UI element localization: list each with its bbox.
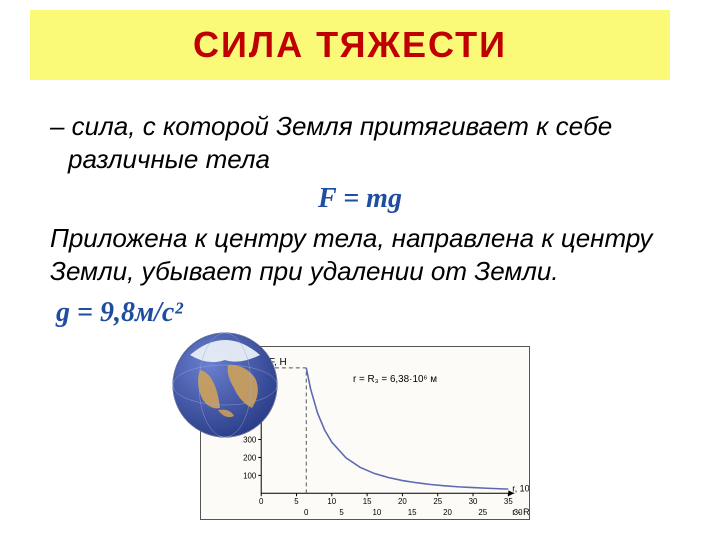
svg-text:0: 0 xyxy=(259,497,264,506)
svg-text:r, 10⁶ м: r, 10⁶ м xyxy=(512,483,529,493)
earth-globe-icon xyxy=(170,330,280,440)
g-constant-text: g = 9,8м/с² xyxy=(50,295,670,330)
svg-text:35: 35 xyxy=(504,497,513,506)
svg-text:10: 10 xyxy=(372,508,381,517)
body-text-block: – сила, с которой Земля притягивает к се… xyxy=(50,110,670,330)
svg-text:r - R₃, 10⁶ м: r - R₃, 10⁶ м xyxy=(512,507,529,517)
svg-text:r = R₃ = 6,38·10⁶ м: r = R₃ = 6,38·10⁶ м xyxy=(353,374,437,385)
formula-text: F = mg xyxy=(50,181,670,216)
svg-text:30: 30 xyxy=(469,497,478,506)
svg-text:15: 15 xyxy=(363,497,372,506)
svg-text:5: 5 xyxy=(339,508,344,517)
svg-text:15: 15 xyxy=(408,508,417,517)
svg-text:0: 0 xyxy=(304,508,309,517)
svg-text:10: 10 xyxy=(327,497,336,506)
title-bar: СИЛА ТЯЖЕСТИ xyxy=(30,10,670,80)
svg-text:5: 5 xyxy=(294,497,299,506)
svg-text:25: 25 xyxy=(478,508,487,517)
svg-text:20: 20 xyxy=(443,508,452,517)
description-text: Приложена к центру тела, направлена к це… xyxy=(50,222,670,287)
svg-text:100: 100 xyxy=(243,471,257,480)
svg-text:20: 20 xyxy=(398,497,407,506)
svg-text:200: 200 xyxy=(243,453,257,462)
definition-text: – сила, с которой Земля притягивает к се… xyxy=(50,110,670,175)
title-text: СИЛА ТЯЖЕСТИ xyxy=(193,24,507,66)
svg-text:25: 25 xyxy=(433,497,442,506)
slide: СИЛА ТЯЖЕСТИ – сила, с которой Земля при… xyxy=(0,0,720,540)
